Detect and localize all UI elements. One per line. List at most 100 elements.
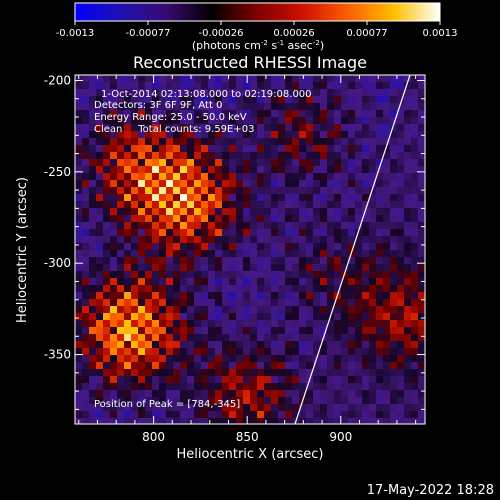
heatmap-cell xyxy=(117,299,125,307)
heatmap-cell xyxy=(418,110,425,118)
heatmap-cell xyxy=(397,334,405,342)
heatmap-cell xyxy=(250,299,258,307)
heatmap-cell xyxy=(418,229,425,237)
heatmap-cell xyxy=(173,397,181,405)
heatmap-cell xyxy=(180,327,188,335)
heatmap-cell xyxy=(243,320,251,328)
heatmap-cell xyxy=(418,404,425,412)
heatmap-cell xyxy=(110,285,118,293)
heatmap-cell xyxy=(145,313,153,321)
heatmap-cell xyxy=(292,264,300,272)
heatmap-cell xyxy=(229,362,237,370)
heatmap-cell xyxy=(152,404,160,412)
heatmap-cell xyxy=(313,229,321,237)
heatmap-cell xyxy=(327,180,335,188)
heatmap-cell xyxy=(215,222,223,230)
heatmap-cell xyxy=(110,292,118,300)
heatmap-cell xyxy=(257,341,265,349)
heatmap-cell xyxy=(173,383,181,391)
heatmap-cell xyxy=(341,292,349,300)
heatmap-cell xyxy=(278,236,286,244)
heatmap-cell xyxy=(145,145,153,153)
heatmap-cell xyxy=(103,348,111,356)
heatmap-cell xyxy=(250,292,258,300)
heatmap-cell xyxy=(194,208,202,216)
heatmap-cell xyxy=(75,334,83,342)
heatmap-cell xyxy=(327,75,335,83)
heatmap-cell xyxy=(250,278,258,286)
heatmap-cell xyxy=(208,131,216,139)
heatmap-cell xyxy=(383,236,391,244)
heatmap-cell xyxy=(271,222,279,230)
heatmap-cell xyxy=(355,418,363,424)
heatmap-cell xyxy=(96,355,104,363)
heatmap-cell xyxy=(75,250,83,258)
heatmap-cell xyxy=(341,264,349,272)
heatmap-cell xyxy=(117,82,125,90)
heatmap-cell xyxy=(236,243,244,251)
heatmap-cell xyxy=(404,208,412,216)
heatmap-cell xyxy=(103,376,111,384)
heatmap-cell xyxy=(341,327,349,335)
heatmap-cell xyxy=(362,362,370,370)
heatmap-cell xyxy=(103,236,111,244)
heatmap-cell xyxy=(404,117,412,125)
y-tick-label: -250 xyxy=(44,165,71,179)
heatmap-cell xyxy=(222,397,230,405)
heatmap-cell xyxy=(299,187,307,195)
heatmap-cell xyxy=(201,250,209,258)
heatmap-cell xyxy=(376,355,384,363)
heatmap-cell xyxy=(236,264,244,272)
heatmap-cell xyxy=(404,327,412,335)
heatmap-cell xyxy=(138,327,146,335)
heatmap-cell xyxy=(229,341,237,349)
heatmap-cell xyxy=(313,376,321,384)
heatmap-cell xyxy=(411,292,419,300)
heatmap-cell xyxy=(138,299,146,307)
heatmap-cell xyxy=(187,131,195,139)
heatmap-cell xyxy=(334,82,342,90)
heatmap-cell xyxy=(376,152,384,160)
heatmap-cell xyxy=(208,96,216,104)
heatmap-cell xyxy=(299,180,307,188)
heatmap-cell xyxy=(236,103,244,111)
heatmap-cell xyxy=(110,313,118,321)
heatmap-cell xyxy=(250,285,258,293)
heatmap-cell xyxy=(159,138,167,146)
heatmap-cell xyxy=(236,159,244,167)
heatmap-cell xyxy=(124,243,132,251)
heatmap-cell xyxy=(173,299,181,307)
heatmap-cell xyxy=(313,96,321,104)
heatmap-cell xyxy=(173,243,181,251)
heatmap-cell xyxy=(201,292,209,300)
heatmap-cell xyxy=(194,257,202,265)
heatmap-cell xyxy=(257,131,265,139)
heatmap-cell xyxy=(152,201,160,209)
heatmap-cell xyxy=(278,257,286,265)
heatmap-cell xyxy=(96,187,104,195)
heatmap-cell xyxy=(264,152,272,160)
heatmap-cell xyxy=(341,138,349,146)
heatmap-cell xyxy=(404,264,412,272)
heatmap-cell xyxy=(75,285,83,293)
heatmap-cell xyxy=(138,285,146,293)
heatmap-cell xyxy=(327,208,335,216)
heatmap-cell xyxy=(208,110,216,118)
heatmap-cell xyxy=(243,173,251,181)
heatmap-cell xyxy=(159,390,167,398)
heatmap-cell xyxy=(257,103,265,111)
heatmap-cell xyxy=(362,327,370,335)
heatmap-cell xyxy=(222,180,230,188)
heatmap-cell xyxy=(341,250,349,258)
heatmap-cell xyxy=(201,320,209,328)
heatmap-cell xyxy=(285,229,293,237)
heatmap-cell xyxy=(152,376,160,384)
heatmap-cell xyxy=(222,215,230,223)
heatmap-cell xyxy=(264,292,272,300)
heatmap-cell xyxy=(285,341,293,349)
heatmap-cell xyxy=(82,215,90,223)
heatmap-cell xyxy=(152,96,160,104)
heatmap-cell xyxy=(334,208,342,216)
heatmap-cell xyxy=(166,89,174,97)
heatmap-cell xyxy=(285,96,293,104)
